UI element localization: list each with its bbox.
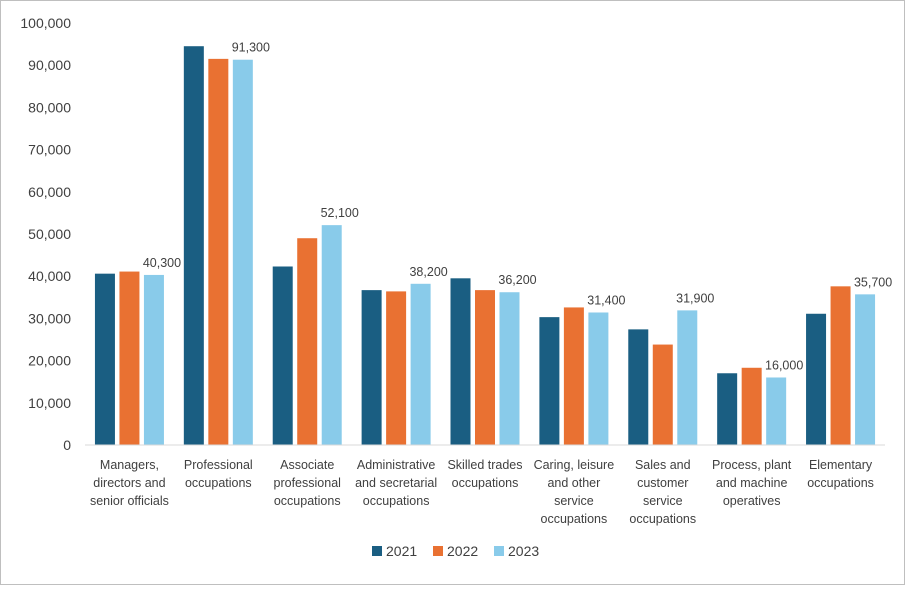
y-tick-label: 100,000 bbox=[20, 15, 71, 31]
x-tick-label-line: Administrative bbox=[357, 458, 436, 472]
y-tick-label: 90,000 bbox=[28, 57, 71, 73]
x-tick-label-line: Sales and bbox=[635, 458, 691, 472]
data-label: 36,200 bbox=[498, 273, 536, 287]
legend-swatch-2022 bbox=[433, 546, 443, 556]
y-tick-label: 0 bbox=[63, 437, 71, 453]
legend-label: 2021 bbox=[386, 543, 417, 559]
legend: 2021 2022 2023 bbox=[372, 543, 539, 559]
x-axis: Managers, directors and senior officials Pr… bbox=[90, 458, 874, 526]
x-tick-label-line: and secretarial bbox=[355, 476, 437, 490]
bar-2023 bbox=[321, 225, 342, 445]
legend-label: 2022 bbox=[447, 543, 478, 559]
y-tick-label: 40,000 bbox=[28, 268, 71, 284]
bar-2021 bbox=[717, 373, 738, 445]
x-tick-label-line: Process, plant bbox=[712, 458, 792, 472]
x-tick-label-line: professional bbox=[274, 476, 341, 490]
bar-2021 bbox=[272, 266, 293, 445]
x-tick-label-line: service bbox=[643, 494, 683, 508]
data-label: 52,100 bbox=[321, 206, 359, 220]
x-tick-label-line: occupations bbox=[185, 476, 252, 490]
bar-2023 bbox=[588, 312, 609, 445]
bar-2022 bbox=[830, 286, 851, 445]
bar-2021 bbox=[628, 329, 649, 445]
x-tick-label-line: Skilled trades bbox=[447, 458, 522, 472]
data-labels: 40,300 91,300 52,100 38,200 36,200 31,400 31,9… bbox=[143, 41, 892, 373]
x-tick-label-line: operatives bbox=[723, 494, 781, 508]
data-label: 31,900 bbox=[676, 291, 714, 305]
y-tick-label: 80,000 bbox=[28, 99, 71, 115]
x-tick-label-line: occupations bbox=[629, 512, 696, 526]
bar-2021 bbox=[539, 317, 560, 445]
bar-2022 bbox=[563, 307, 584, 445]
bar-2023 bbox=[677, 310, 698, 445]
x-tick-label-line: Elementary bbox=[809, 458, 873, 472]
x-tick-label-line: occupations bbox=[541, 512, 608, 526]
x-tick-label: Associate professional occupations bbox=[274, 458, 341, 508]
bar-2021 bbox=[94, 273, 115, 445]
y-tick-label: 20,000 bbox=[28, 353, 71, 369]
y-tick-label: 60,000 bbox=[28, 184, 71, 200]
x-tick-label: Caring, leisure and other service occupatio… bbox=[534, 458, 615, 526]
y-tick-label: 10,000 bbox=[28, 395, 71, 411]
x-tick-label-line: occupations bbox=[452, 476, 519, 490]
x-tick-label-line: Associate bbox=[280, 458, 334, 472]
x-tick-label-line: Professional bbox=[184, 458, 253, 472]
data-label: 16,000 bbox=[765, 358, 803, 372]
x-tick-label: Administrative and secretarial occupations bbox=[355, 458, 437, 508]
data-label: 40,300 bbox=[143, 256, 181, 270]
bar-2021 bbox=[450, 278, 471, 445]
bar-2023 bbox=[232, 59, 253, 446]
x-tick-label-line: Caring, leisure bbox=[534, 458, 615, 472]
bar-2023 bbox=[855, 294, 876, 445]
bar-2022 bbox=[741, 367, 762, 445]
bars bbox=[94, 46, 876, 446]
x-tick-label-line: and machine bbox=[716, 476, 788, 490]
bar-2021 bbox=[183, 46, 204, 446]
x-tick-label-line: occupations bbox=[363, 494, 430, 508]
x-tick-label-line: Managers, bbox=[100, 458, 159, 472]
x-tick-label-line: senior officials bbox=[90, 494, 169, 508]
y-axis: 0 10,000 20,000 30,000 40,000 50,000 60,000 70,… bbox=[20, 15, 71, 453]
bar-2023 bbox=[143, 274, 164, 445]
bar-2023 bbox=[499, 292, 520, 445]
data-label: 35,700 bbox=[854, 275, 892, 289]
bar-2022 bbox=[475, 290, 495, 445]
bar-2022 bbox=[297, 238, 318, 445]
x-tick-label-line: and other bbox=[547, 476, 600, 490]
x-tick-label: Process, plant and machine operatives bbox=[712, 458, 792, 508]
data-label: 91,300 bbox=[232, 41, 270, 55]
bar-2021 bbox=[806, 313, 827, 445]
bar-2023 bbox=[410, 283, 431, 445]
bar-2022 bbox=[386, 291, 407, 445]
legend-swatch-2023 bbox=[494, 546, 504, 556]
data-label: 31,400 bbox=[587, 293, 625, 307]
x-tick-label: Professional occupations bbox=[184, 458, 253, 490]
y-tick-label: 70,000 bbox=[28, 142, 71, 158]
x-tick-label: Sales and customer service occupations bbox=[629, 458, 696, 526]
x-tick-label-line: customer bbox=[637, 476, 688, 490]
x-tick-label: Managers, directors and senior officials bbox=[90, 458, 169, 508]
x-tick-label: Elementary occupations bbox=[807, 458, 874, 490]
bar-2021 bbox=[361, 290, 382, 445]
x-tick-label-line: directors and bbox=[93, 476, 165, 490]
legend-label: 2023 bbox=[508, 543, 539, 559]
x-tick-label-line: occupations bbox=[807, 476, 874, 490]
bar-2022 bbox=[208, 58, 229, 446]
x-tick-label-line: occupations bbox=[274, 494, 341, 508]
bar-2022 bbox=[119, 271, 140, 445]
data-label: 38,200 bbox=[409, 265, 447, 279]
bar-2023 bbox=[766, 377, 787, 445]
bar-2022 bbox=[652, 344, 673, 445]
legend-swatch-2021 bbox=[372, 546, 382, 556]
y-tick-label: 50,000 bbox=[28, 226, 71, 242]
x-tick-label: Skilled trades occupations bbox=[447, 458, 522, 490]
y-tick-label: 30,000 bbox=[28, 310, 71, 326]
x-tick-label-line: service bbox=[554, 494, 594, 508]
